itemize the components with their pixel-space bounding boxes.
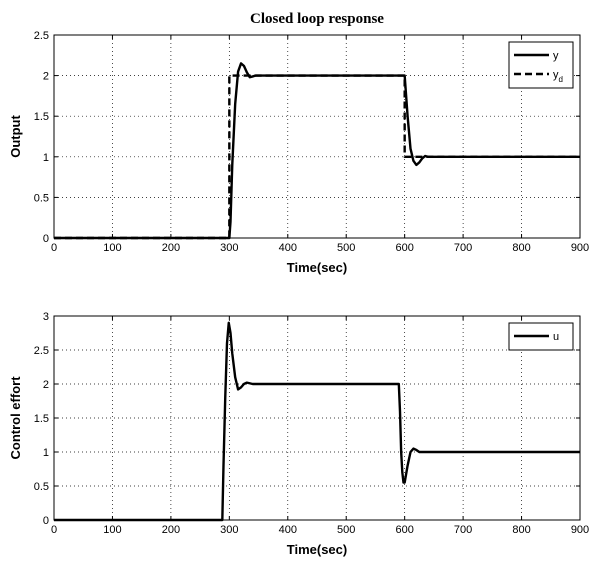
y-tick-label: 2: [43, 71, 49, 83]
x-tick-label: 600: [395, 524, 413, 536]
x-tick-label: 0: [51, 242, 57, 254]
x-tick-label: 300: [220, 524, 238, 536]
y-tick-label: 0: [43, 233, 49, 245]
y-tick-label: 0.5: [34, 481, 49, 493]
axes-frame: [53, 315, 581, 521]
x-axis-label: Time(sec): [287, 260, 347, 275]
y-tick-label: 2.5: [34, 30, 49, 42]
y-tick-label: 1: [43, 447, 49, 459]
x-tick-label: 700: [454, 242, 472, 254]
x-tick-label: 200: [162, 242, 180, 254]
x-tick-label: 0: [51, 524, 57, 536]
y-tick-label: 2.5: [34, 345, 49, 357]
x-tick-label: 300: [220, 242, 238, 254]
y-tick-label: 3: [43, 311, 49, 323]
x-tick-label: 800: [512, 524, 530, 536]
plot-2: 0 100 200 300 400 500 600 700 800 900 0 0.5 1 1.5 2 2.5…: [8, 311, 589, 557]
plot-1: 0 100 200 300 400 500 600 700 800 900 0 0.5 1 1.5 2 2.5…: [8, 11, 589, 275]
series-line-u: [54, 321, 580, 522]
y-tick-label: 1.5: [34, 413, 49, 425]
x-tick-label: 800: [512, 242, 530, 254]
x-tick-label: 100: [103, 524, 121, 536]
x-tick-label: 500: [337, 524, 355, 536]
legend-label-y_d: yd: [553, 69, 563, 84]
x-tick-label: 700: [454, 524, 472, 536]
y-axis-label: Control effort: [8, 376, 23, 460]
x-axis-label: Time(sec): [287, 542, 347, 557]
x-tick-label: 400: [279, 242, 297, 254]
axes-frame: [53, 34, 581, 239]
x-tick-label: 500: [337, 242, 355, 254]
x-tick-label: 900: [571, 524, 589, 536]
x-tick-label: 900: [571, 242, 589, 254]
plot-area: [54, 316, 580, 520]
x-tick-label: 600: [395, 242, 413, 254]
legend-box: [508, 41, 574, 89]
chart-title: Closed loop response: [250, 11, 384, 27]
x-tick-label: 400: [279, 524, 297, 536]
y-axis-label: Output: [8, 115, 23, 158]
legend-label-y: y: [553, 50, 559, 62]
y-tick-label: 1.5: [34, 111, 49, 123]
y-tick-label: 0.5: [34, 192, 49, 204]
plot-area: [54, 35, 580, 238]
y-tick-label: 0: [43, 515, 49, 527]
x-tick-label: 200: [162, 524, 180, 536]
x-tick-label: 100: [103, 242, 121, 254]
y-tick-label: 2: [43, 379, 49, 391]
legend-label-u: u: [553, 331, 559, 343]
y-tick-label: 1: [43, 152, 49, 164]
